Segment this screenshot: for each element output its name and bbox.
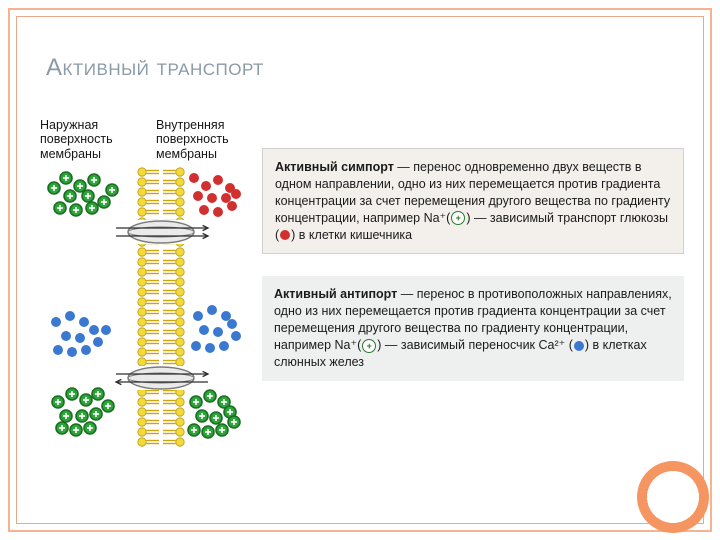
glucose-dot-icon [280, 230, 290, 240]
antiport-heading: Активный антипорт [274, 287, 397, 301]
diagram-panel: Наружнаяповерхностьмембраны Внутренняяпо… [36, 120, 248, 494]
content: Наружнаяповерхностьмембраны Внутренняяпо… [36, 120, 684, 494]
label-outer: Наружнаяповерхностьмембраны [40, 118, 113, 161]
slide-title: Активный транспорт [46, 54, 264, 82]
label-inner: Внутренняяповерхностьмембраны [156, 118, 229, 161]
ca-dot-icon [574, 341, 584, 351]
symport-t3: ) в клетки кишечника [291, 228, 412, 242]
slide: Активный транспорт Наружнаяповерхностьме… [0, 0, 720, 540]
antiport-box: Активный антипорт — перенос в противопол… [262, 276, 684, 380]
antiport-t2: ) — зависимый переносчик Ca²⁺ ( [377, 338, 573, 352]
na-ion-icon: + [362, 339, 376, 353]
symport-heading: Активный симпорт [275, 160, 394, 174]
symport-box: Активный симпорт — перенос одновременно … [262, 148, 684, 254]
text-panel: Активный симпорт — перенос одновременно … [262, 120, 684, 494]
na-ion-icon: + [451, 211, 465, 225]
